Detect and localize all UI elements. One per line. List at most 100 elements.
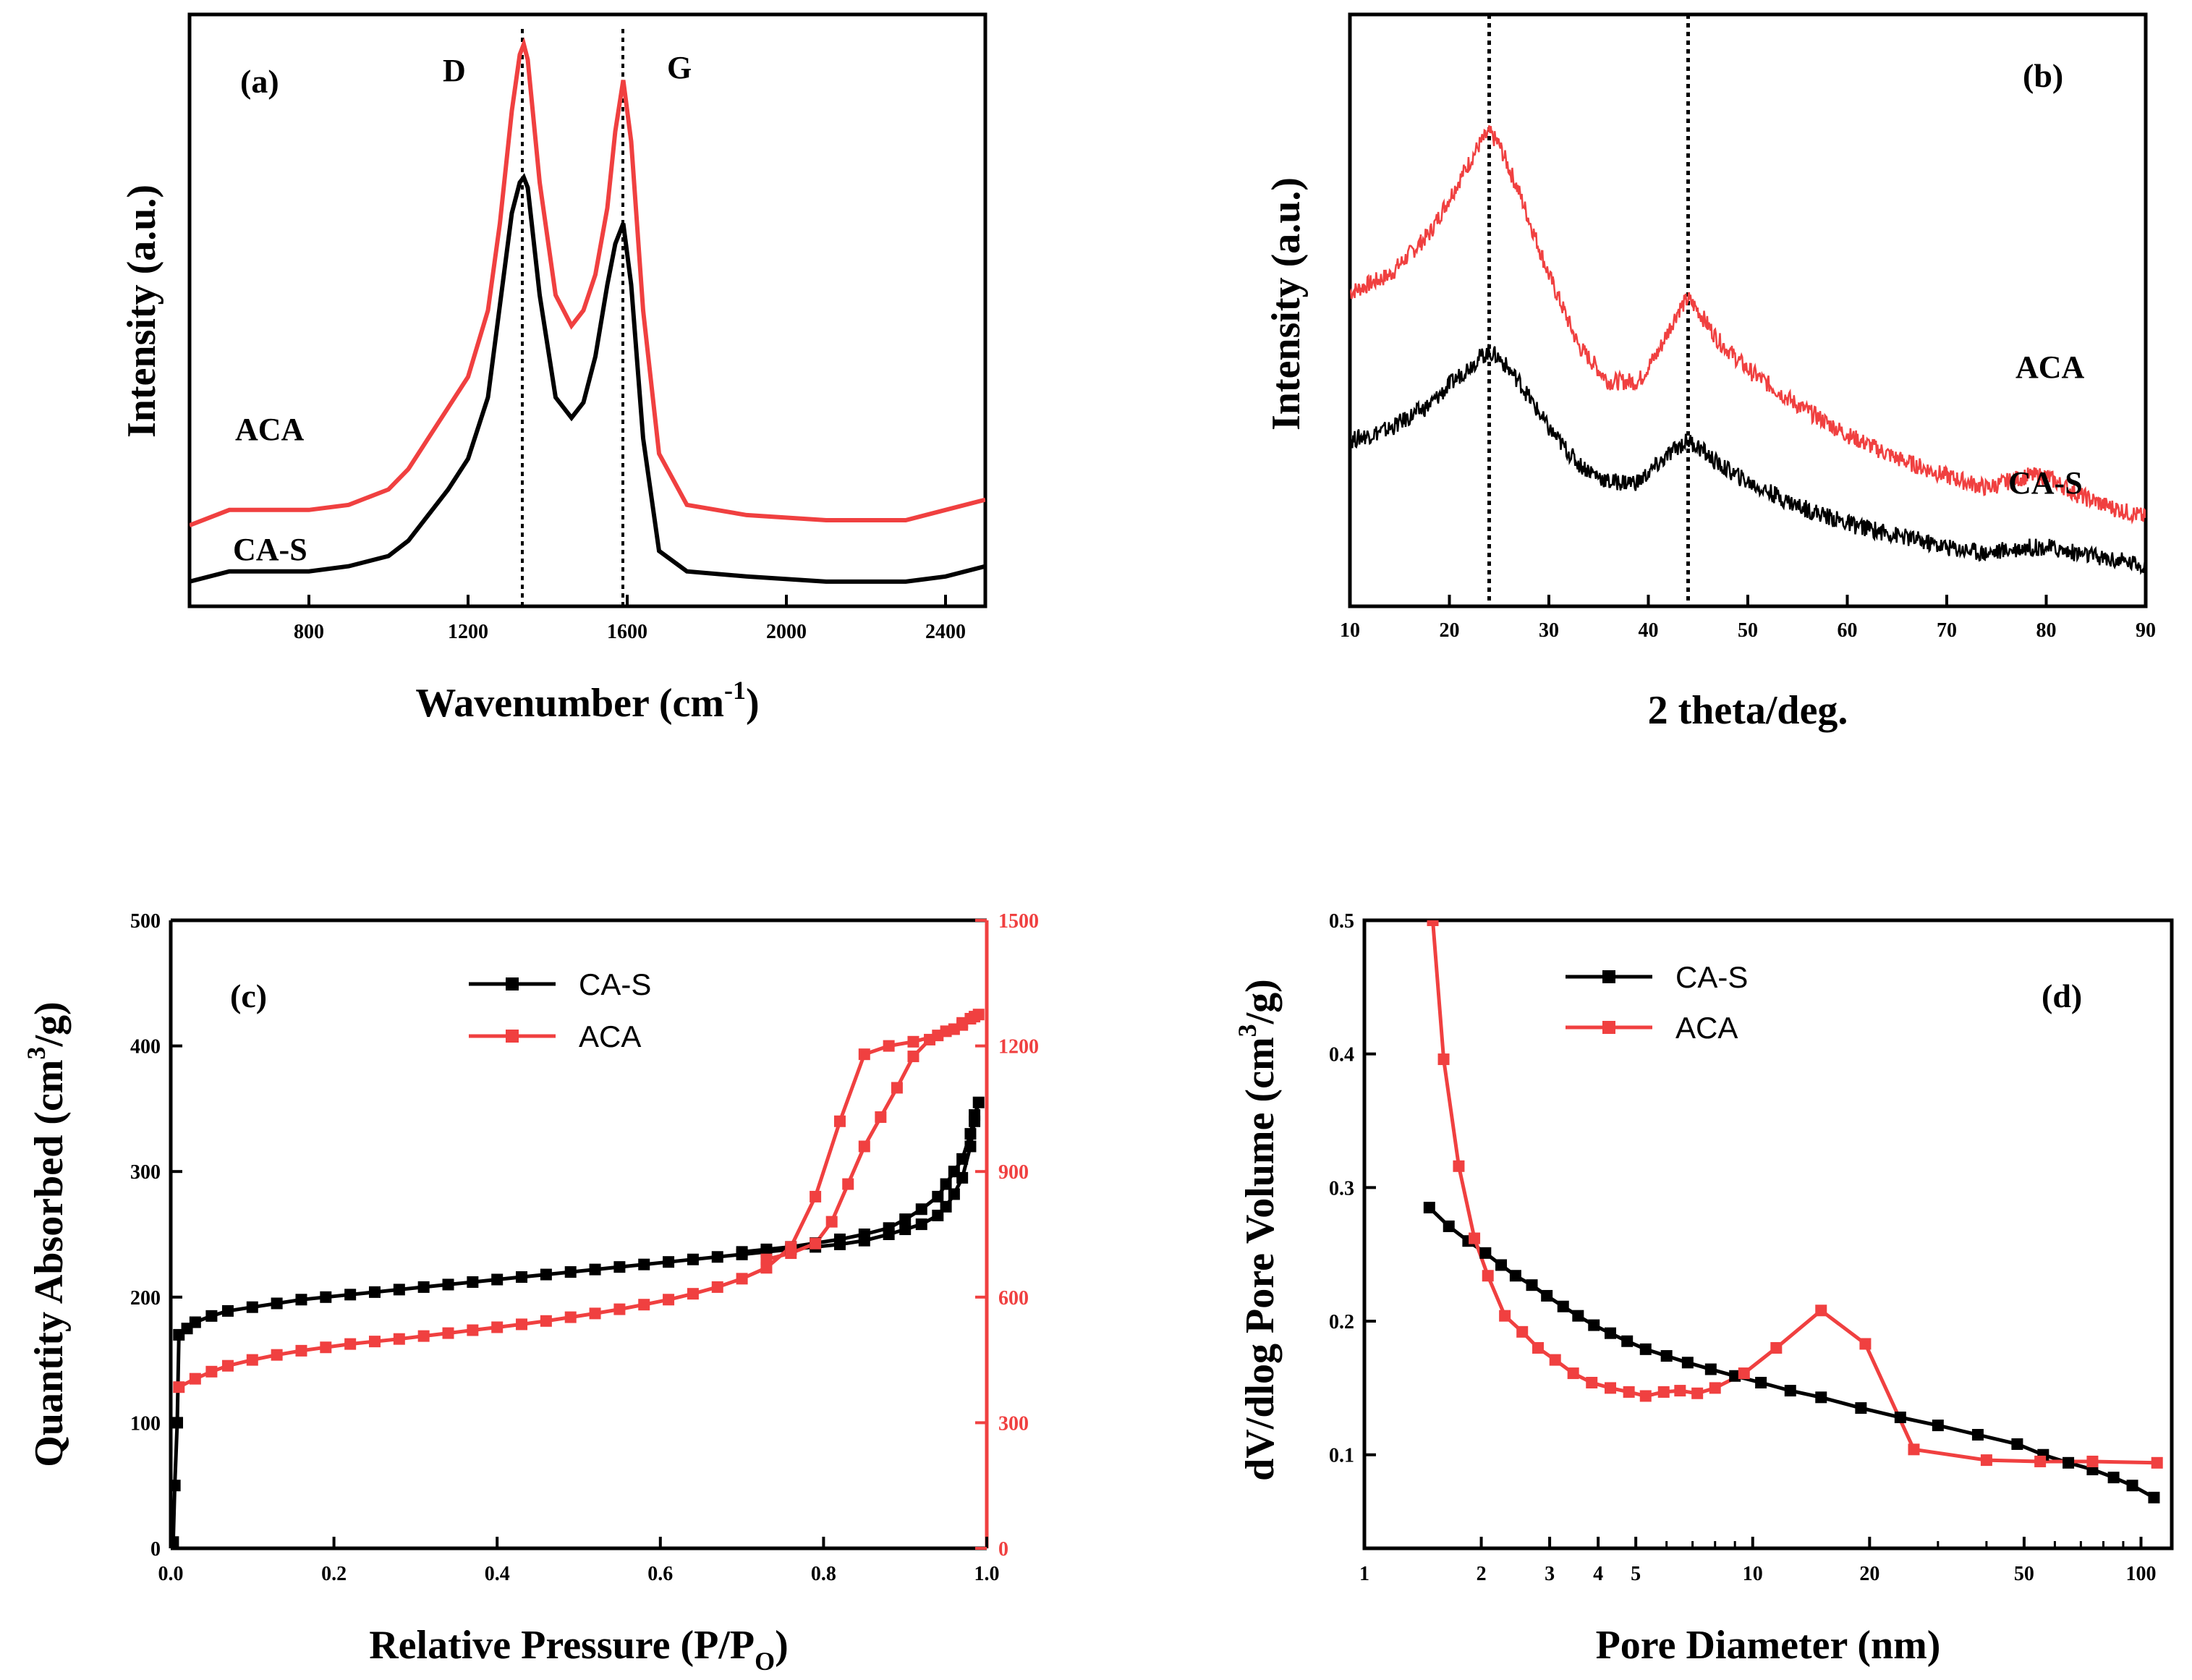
chart-a-x-tick-label: 1600 [607,621,647,643]
chart-c-y-left-tick-label: 400 [130,1036,161,1059]
chart-c-aca-point [442,1327,454,1339]
chart-d-aca-point [1516,1325,1529,1338]
chart-c-aca-point [687,1288,699,1300]
chart-c-aca-point [969,1011,981,1023]
chart-c-cas-point [932,1190,944,1202]
chart-d-x-tick-label: 3 [1545,1563,1555,1585]
chart-c-legend-cas-label: CA-S [579,967,651,1001]
chart-d-aca-point [2086,1455,2099,1467]
chart-a-cas-label: CA-S [233,532,307,567]
chart-c-y-axis-label-sup: 3 [22,1047,51,1060]
chart-d-aca-point [1815,1304,1827,1317]
chart-d-x-tick-label: 1 [1359,1563,1369,1585]
chart-d-aca-point [1623,1386,1635,1398]
chart-d-x-tick-label: 10 [1743,1563,1763,1585]
chart-b-x-tick-label: 90 [2136,619,2156,642]
chart-a-series-cas-line [190,173,985,584]
chart-d-x-tick-label: 2 [1477,1563,1487,1585]
chart-c-cas-point [915,1218,927,1231]
chart-c-aca-point [189,1373,201,1385]
chart-d-cas-point [1621,1335,1634,1347]
chart-c-cas-point [956,1153,969,1165]
chart-d-cas-point [1660,1350,1673,1362]
chart-c-cas-point [948,1188,960,1200]
chart-a-frame [187,12,987,608]
chart-c-cas-point [948,1166,960,1178]
chart-c-aca-point [785,1247,797,1260]
chart-c-aca-point [711,1281,723,1293]
chart-b-x-tick-label: 20 [1440,619,1460,642]
chart-c-aca-point [417,1330,430,1342]
chart-c-cas-point [442,1278,454,1291]
chart-c-aca-point [858,1140,870,1153]
chart-c-aca-point [491,1321,504,1333]
chart-d-legend-cas-marker [1602,970,1615,983]
chart-c-aca-point [221,1359,234,1372]
chart-d-cas-point [1681,1357,1694,1369]
chart-d-aca-point [1532,1341,1545,1354]
chart-b-x-tick-label: 50 [1738,619,1758,642]
chart-c-cas-point [417,1281,430,1293]
chart-c: 0.0 0.2 0.4 0.6 0.8 1.00100200300400500030060… [22,910,1039,1676]
chart-d-aca-point [1469,1232,1481,1244]
chart-d-aca-point [1605,1382,1617,1394]
chart-c-legend-aca-marker [506,1030,519,1043]
chart-d-aca-point [1980,1454,1992,1467]
chart-d-frame [1362,918,2174,1550]
chart-c-y-axis-label: Quantity Absorbed (cm3/g) [22,1001,72,1467]
chart-d-y-axis-label: dV/dlog Pore Volume (cm3/g) [1233,979,1283,1481]
chart-c-y-right-tick-label: 0 [998,1538,1008,1561]
chart-d-cas-point [1704,1363,1717,1375]
chart-c-cas-point [221,1304,234,1317]
chart-a-g-peak-label: G [667,50,692,85]
chart-d-aca-point [1908,1443,1920,1456]
chart-c-aca-point [205,1365,218,1378]
chart-c-y-right-tick-label: 900 [998,1161,1029,1184]
chart-d-y-tick-label: 0.1 [1329,1445,1354,1467]
chart-d-cas-point [1639,1343,1652,1355]
chart-b-reference-lines [1487,14,1690,606]
chart-a-x-axis-label: Wavenumber (cm-1) [415,676,759,726]
chart-c-cas-point [972,1096,985,1108]
chart-d-aca-point [1859,1338,1872,1350]
chart-c-cas-point [964,1140,977,1153]
chart-c-x-axis-label-end: ) [775,1623,789,1668]
chart-d-aca-point [1567,1367,1579,1380]
chart-d-aca-point [1770,1341,1783,1354]
chart-c-x-tick-label: 0.6 [647,1563,673,1585]
chart-c-aca-point [760,1253,773,1265]
chart-d-x-axis-label: Pore Diameter (nm) [1596,1623,1941,1668]
chart-d-legend: CA-S ACA [1566,960,1748,1045]
chart-d-cas-point [1815,1391,1827,1404]
chart-d-cas-point [1495,1259,1508,1271]
chart-c-aca-point [663,1294,675,1306]
chart-c-aca-point [833,1115,846,1127]
chart-c-x-tick-label: 1.0 [974,1563,1000,1585]
chart-c-aca-point [613,1303,626,1315]
chart-c-cas-point [899,1223,912,1236]
chart-c-legend-aca-label: ACA [579,1019,641,1053]
chart-d-aca-point [1437,1053,1450,1066]
chart-c-cas-point [932,1209,944,1221]
chart-c-cas-point [295,1294,307,1306]
chart-c-aca-point [638,1299,650,1311]
chart-b-panel-label: (b) [2023,57,2063,94]
chart-b-x-tick-label: 70 [1937,619,1957,642]
chart-c-cas-point [171,1480,181,1492]
chart-c-cas-point [883,1222,895,1234]
chart-a-reference-lines [521,29,624,606]
chart-c-cas-point [940,1200,952,1213]
chart-d-aca-point [1427,920,1439,926]
chart-d-legend-cas-label: CA-S [1675,960,1748,994]
chart-c-aca-point [810,1237,822,1250]
chart-b-aca-label: ACA [2015,349,2085,385]
chart-d: 1 2 3 4 5 10 20 50 100 0.1 0.2 0.3 0.4 0.5 (d) CA-S A… [1233,910,2174,1668]
chart-c-cas-point [899,1213,912,1226]
chart-c-aca-point [540,1315,552,1327]
chart-c-cas-point [736,1246,748,1258]
chart-c-y-left-tick-label: 500 [130,910,161,933]
chart-c-cas-point [320,1291,332,1303]
chart-a-x-axis-label-main: Wavenumber (cm [415,681,724,726]
chart-a-x-axis-label-sup: -1 [724,676,746,705]
